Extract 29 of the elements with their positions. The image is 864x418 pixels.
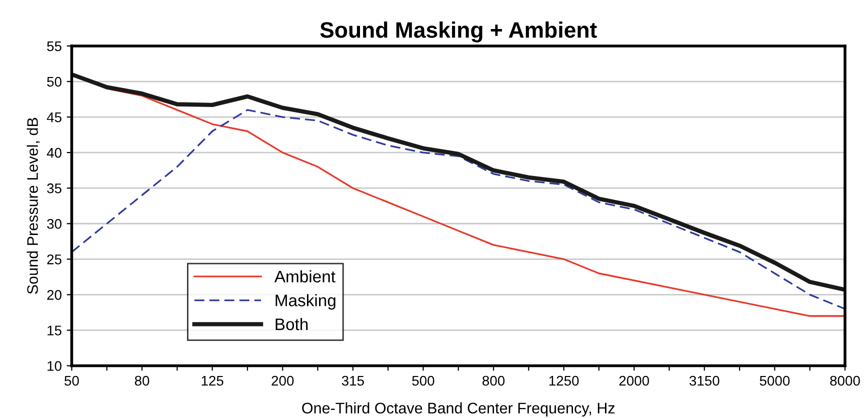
y-tick-label: 55 [47, 41, 62, 52]
y-tick-label: 20 [47, 290, 62, 300]
x-tick-label: 125 [202, 376, 224, 386]
x-tick-label: 500 [412, 376, 434, 386]
x-tick-label: 1250 [549, 376, 579, 386]
y-tick-label: 25 [47, 254, 62, 264]
chart-title: Sound Masking + Ambient [320, 22, 597, 42]
x-tick-label: 80 [134, 376, 150, 386]
y-tick-label: 40 [46, 148, 62, 158]
y-tick-label: 45 [46, 112, 62, 122]
legend-label: Masking [276, 294, 336, 310]
legend-label: Ambient [274, 270, 336, 282]
y-tick-label: 35 [47, 183, 62, 194]
x-axis-title: One-Third Octave Band Center Frequency, Hz [302, 402, 615, 417]
line-series [72, 109, 845, 310]
x-tick-label: 3150 [689, 376, 720, 386]
legend-label: Both [276, 318, 308, 330]
x-tick-label: 50 [64, 376, 79, 386]
y-tick-label: 50 [47, 76, 62, 87]
y-tick-label: 15 [48, 326, 62, 336]
x-tick-label: 5000 [760, 376, 790, 386]
x-tick-label: 8000 [830, 376, 860, 386]
y-tick-label: 30 [47, 218, 62, 229]
x-tick-label: 2000 [619, 376, 650, 386]
y-axis-title: Sound Pressure Level, dB [26, 118, 40, 294]
x-tick-label: 800 [482, 376, 505, 386]
x-tick-label: 315 [342, 376, 364, 386]
x-tick-label: 200 [272, 376, 294, 386]
y-tick-label: 10 [48, 361, 62, 371]
